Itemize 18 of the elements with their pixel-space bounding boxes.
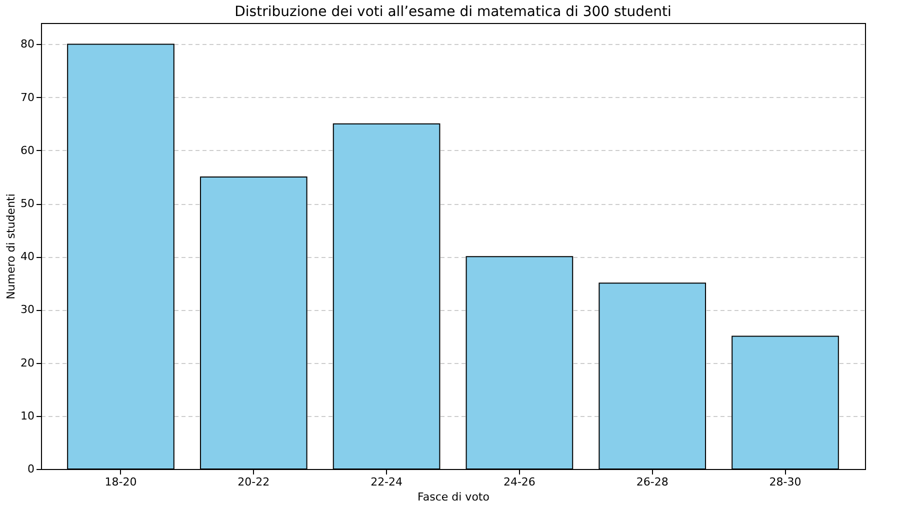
x-tick-label: 28-30 <box>769 476 802 488</box>
x-tick-label: 24-26 <box>503 476 536 488</box>
y-axis-title: Numero di studenti <box>4 194 18 300</box>
x-axis-title: Fasce di voto <box>418 490 490 504</box>
y-tick-label: 40 <box>20 250 34 264</box>
x-tick-label: 20-22 <box>238 476 270 488</box>
y-tick-label: 70 <box>20 90 34 104</box>
y-tick-label: 80 <box>20 38 34 51</box>
y-tick-label: 0 <box>28 462 34 476</box>
y-tick-label: 50 <box>20 197 34 210</box>
y-tick-label: 30 <box>20 303 34 316</box>
x-tick-label: 22-24 <box>370 476 403 488</box>
x-tick-label: 18-20 <box>104 476 137 488</box>
y-tick-label: 20 <box>20 356 34 370</box>
chart-title: Distribuzione dei voti all’esame di matematica di 300 studenti <box>234 4 672 20</box>
y-tick-label: 10 <box>20 409 34 422</box>
x-tick-label: 26-28 <box>636 476 668 488</box>
y-tick-label: 60 <box>20 144 34 157</box>
